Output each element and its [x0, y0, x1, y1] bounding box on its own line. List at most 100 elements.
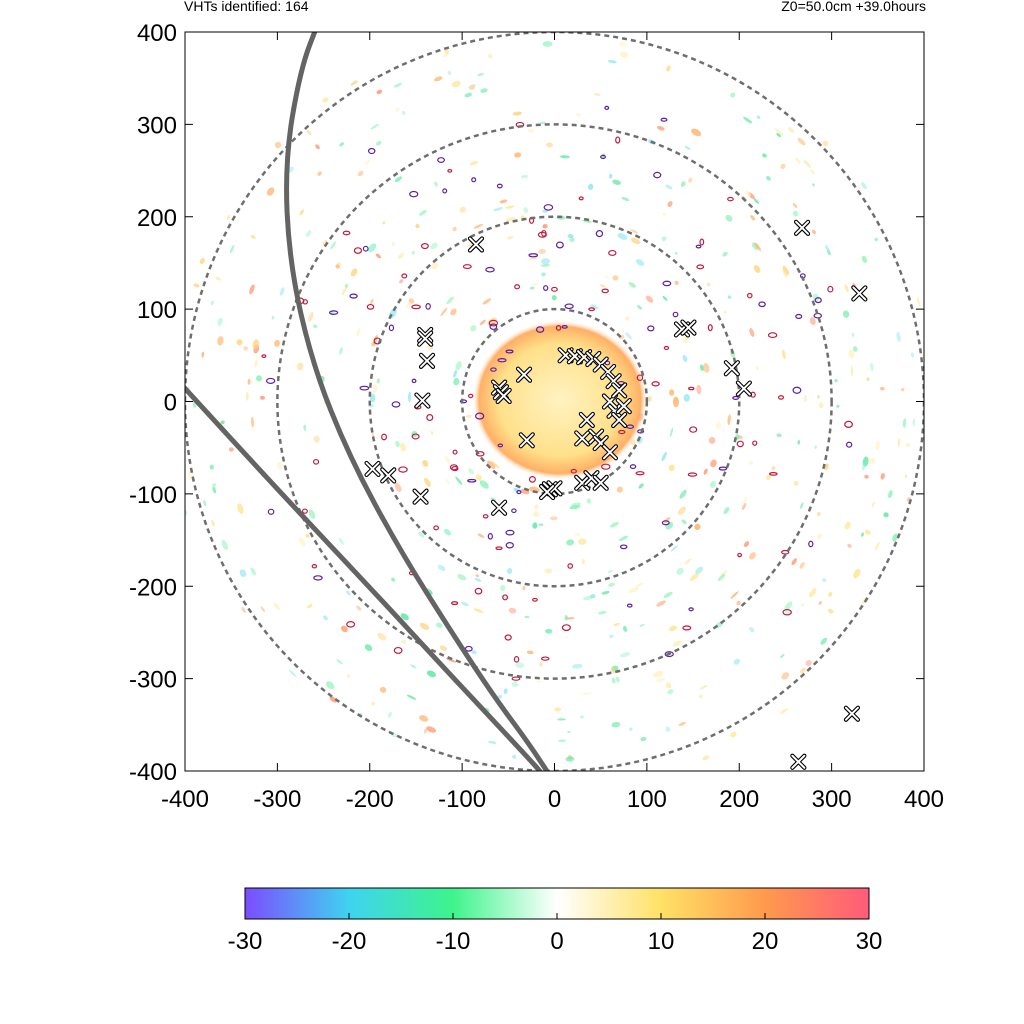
field-speckle: [608, 582, 616, 587]
x-tick-label: -100: [438, 786, 486, 813]
field-speckle: [221, 539, 229, 551]
contour-loop: [555, 325, 562, 331]
contour-loop: [490, 367, 497, 372]
field-speckle: [514, 152, 522, 158]
field-speckle: [437, 564, 446, 571]
contour-loop: [362, 245, 369, 252]
field-speckle: [472, 83, 476, 87]
field-speckle: [668, 464, 675, 472]
field-speckle: [323, 615, 328, 621]
field-speckle: [897, 437, 901, 447]
field-speckle: [784, 601, 793, 611]
field-speckle: [610, 667, 616, 674]
field-speckle: [782, 268, 788, 278]
contour-loop: [505, 529, 515, 536]
field-speckle: [912, 418, 916, 427]
contour-loop: [328, 310, 339, 315]
field-speckle: [665, 682, 672, 689]
field-speckle: [730, 731, 737, 738]
contour-loop: [618, 429, 626, 435]
field-speckle: [236, 339, 243, 346]
contour-loop: [433, 525, 439, 531]
field-speckle: [749, 328, 755, 337]
contour-loop: [661, 520, 670, 526]
field-speckle: [797, 440, 801, 445]
field-speckle: [861, 182, 867, 190]
field-speckle: [657, 125, 665, 131]
field-speckle: [710, 459, 717, 468]
contour-loop: [540, 656, 550, 661]
field-speckle: [822, 140, 829, 147]
field-speckle: [473, 223, 484, 229]
field-speckle: [679, 489, 687, 499]
contour-loop: [808, 540, 814, 548]
field-speckle: [834, 379, 838, 383]
field-speckle: [453, 369, 457, 378]
field-speckle: [395, 107, 400, 112]
field-speckle: [513, 487, 521, 493]
field-speckle: [364, 644, 373, 652]
contour-loop: [626, 603, 633, 608]
contour-loop: [600, 154, 606, 160]
field-speckle: [455, 476, 463, 485]
contour-loop: [752, 440, 758, 446]
field-speckle: [203, 500, 207, 507]
field-speckle: [521, 174, 529, 179]
field-speckle: [538, 523, 544, 526]
contour-loop: [393, 646, 403, 654]
field-speckle: [433, 181, 439, 187]
field-speckle: [883, 512, 889, 518]
contour-loop: [543, 204, 554, 211]
field-speckle: [793, 480, 799, 486]
field-speckle: [801, 603, 805, 607]
field-speckle: [524, 615, 530, 619]
field-speckle: [699, 684, 708, 690]
field-speckle: [814, 445, 817, 450]
contour-loop: [699, 238, 705, 246]
field-speckle: [637, 305, 643, 310]
field-speckle: [559, 155, 570, 159]
field-speckle: [847, 543, 852, 548]
field-speckle: [680, 181, 686, 187]
vht-marker-fill: [540, 485, 555, 500]
field-speckle: [520, 215, 525, 219]
field-speckle: [672, 640, 682, 647]
field-speckle: [338, 538, 344, 545]
field-speckle: [794, 157, 801, 164]
field-speckle: [609, 522, 619, 528]
contour-loop: [301, 508, 308, 514]
vht-marker: [843, 705, 861, 722]
field-speckle: [533, 283, 539, 286]
field-speckle: [279, 287, 285, 296]
field-speckle: [851, 332, 855, 337]
field-speckle: [472, 776, 481, 784]
vht-marker-fill: [519, 433, 534, 448]
field-speckle: [193, 283, 200, 288]
field-speckle: [663, 591, 673, 599]
field-speckle: [625, 316, 630, 321]
field-speckle: [567, 234, 574, 239]
field-speckle: [635, 582, 644, 587]
field-speckle: [376, 140, 382, 146]
field-speckle: [350, 268, 358, 277]
contour-loop: [604, 105, 610, 111]
field-speckle: [666, 65, 671, 72]
field-speckle: [766, 474, 771, 481]
field-speckle: [271, 315, 275, 320]
vht-marker: [606, 402, 623, 419]
field-speckle: [637, 412, 644, 421]
plot-area: [185, 32, 924, 784]
vht-marker-fill: [496, 388, 511, 403]
field-speckle: [662, 295, 668, 301]
field-speckle: [678, 506, 686, 516]
field-speckle: [817, 394, 820, 399]
field-speckle: [497, 694, 503, 699]
y-tick-label: 200: [137, 205, 177, 232]
field-speckle: [892, 533, 898, 542]
field-speckle: [453, 377, 460, 386]
vht-marker-fill: [575, 431, 590, 446]
field-speckle: [369, 298, 374, 305]
field-speckle: [844, 521, 851, 530]
field-speckle: [774, 128, 784, 136]
vht-marker-fill: [584, 471, 599, 486]
